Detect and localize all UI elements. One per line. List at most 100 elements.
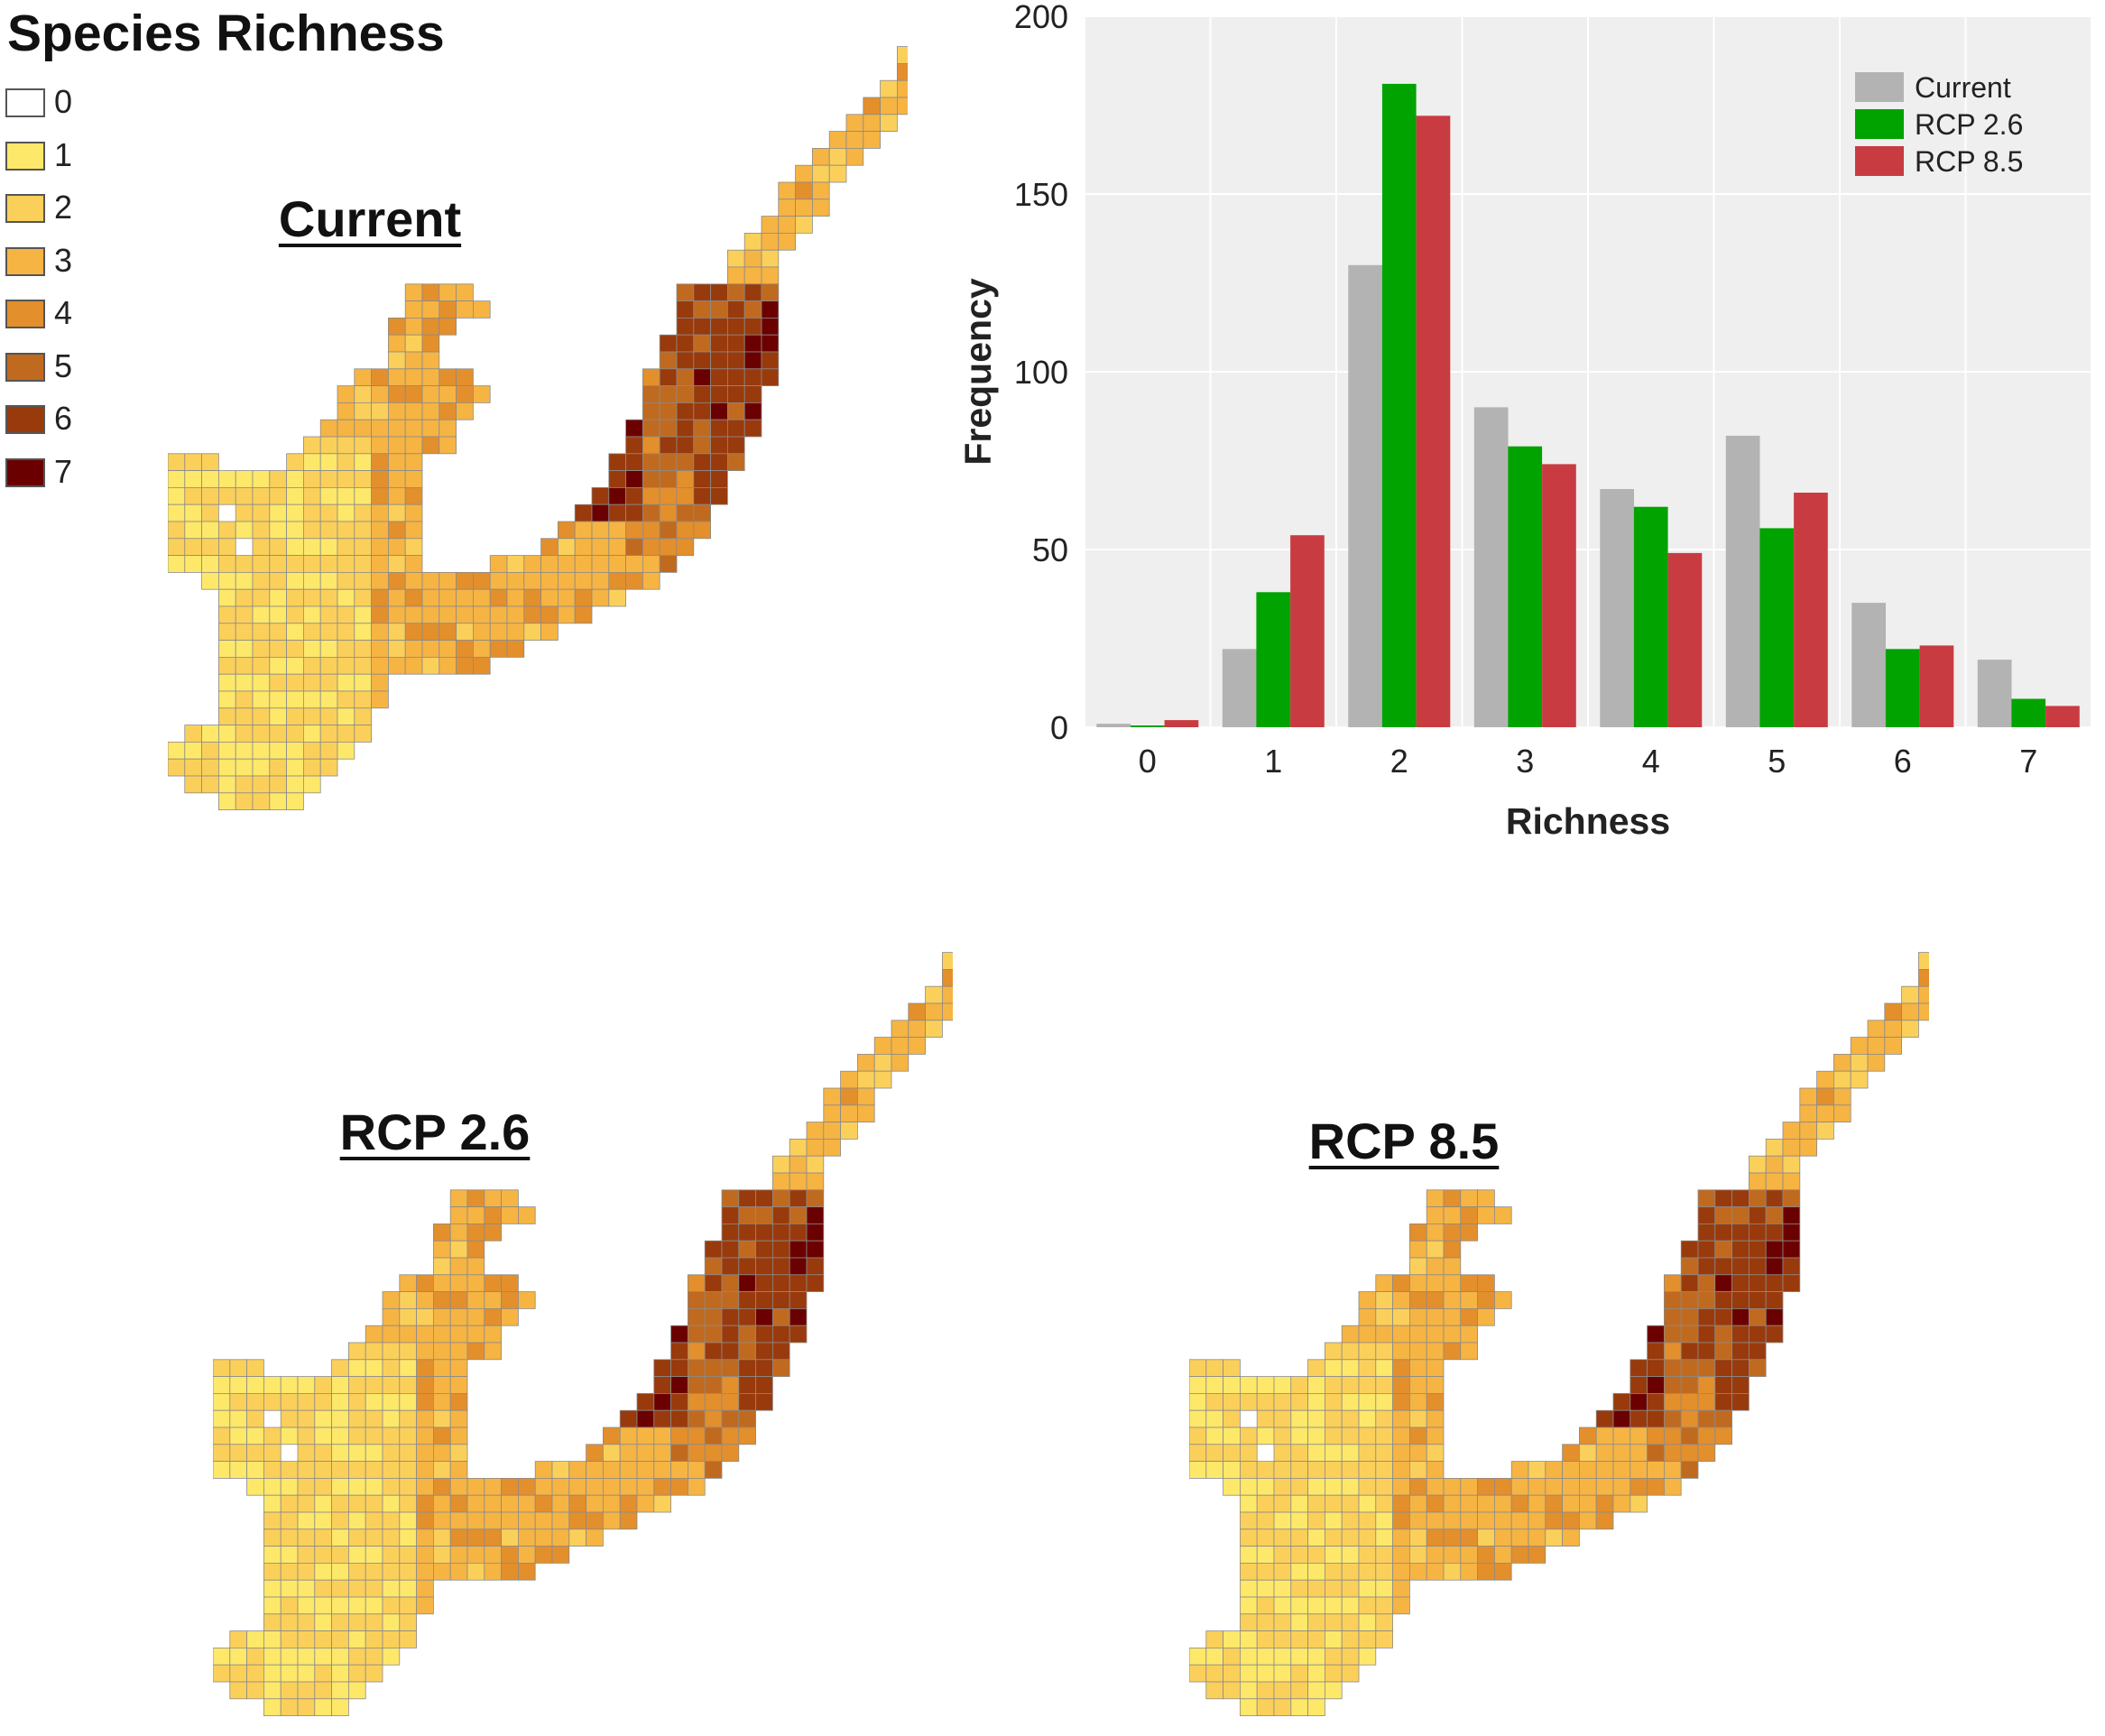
map-cell <box>1240 1461 1258 1479</box>
map-cell <box>1460 1223 1478 1242</box>
map-cell <box>297 1478 316 1496</box>
map-cell <box>1240 1393 1258 1411</box>
map-cell <box>456 588 474 607</box>
map-cell <box>1595 1444 1614 1462</box>
map-cell <box>1578 1444 1597 1462</box>
map-cell <box>246 1409 264 1428</box>
map-cell <box>1324 1461 1343 1479</box>
map-cell <box>421 317 440 336</box>
map-cell <box>1595 1511 1614 1530</box>
map-cell <box>456 368 474 386</box>
map-cell <box>280 1511 299 1530</box>
map-cell <box>1240 1511 1258 1530</box>
map-cell <box>1714 1257 1732 1276</box>
map-cell <box>1324 1494 1343 1513</box>
bar-rcp-2-6-6 <box>1885 649 1920 727</box>
map-cell <box>501 1274 519 1292</box>
map-cell <box>1408 1393 1427 1411</box>
map-cell <box>1426 1461 1445 1479</box>
map-cell <box>1477 1307 1495 1326</box>
map-cell <box>540 605 559 624</box>
map-cell <box>1562 1461 1580 1479</box>
map-cell <box>738 1307 756 1326</box>
map-cell <box>1426 1291 1445 1309</box>
chart-legend-label: Current <box>1915 71 2011 104</box>
map-cell <box>1731 1274 1750 1292</box>
map-cell <box>1697 1359 1716 1377</box>
map-cell <box>721 1206 740 1224</box>
map-cell <box>1714 1240 1732 1259</box>
map-cell <box>314 1664 333 1683</box>
map-cell <box>1358 1494 1377 1513</box>
map-cell <box>1918 969 1929 987</box>
x-tick-label: 6 <box>1894 743 1912 780</box>
map-cell <box>1714 1376 1732 1394</box>
map-cell <box>252 572 271 590</box>
map-cell <box>1240 1376 1258 1394</box>
map-cell <box>1223 1630 1241 1648</box>
map-cell <box>704 1240 723 1259</box>
map-cell <box>738 1274 756 1292</box>
map-cell <box>806 1138 825 1157</box>
map-cell <box>619 1494 638 1513</box>
map-cell <box>432 1359 451 1377</box>
map-cell <box>688 1325 706 1344</box>
map-cell <box>354 487 373 505</box>
map-cell <box>1765 1307 1784 1326</box>
map-cell <box>449 1409 468 1428</box>
legend-entry-3: 3 <box>5 242 114 280</box>
map-cell <box>710 334 728 353</box>
map-cell <box>1290 1613 1309 1631</box>
map-cell <box>1223 1478 1241 1496</box>
map-cell <box>1408 1511 1427 1530</box>
map-cell <box>302 640 321 658</box>
map-cell <box>1290 1681 1309 1700</box>
map-cell <box>642 470 660 488</box>
map-cell <box>1324 1409 1343 1428</box>
map-cell <box>466 1546 485 1564</box>
map-cell <box>568 1528 586 1547</box>
map-cell <box>269 725 288 743</box>
map-cell <box>1510 1511 1529 1530</box>
map-cell <box>1358 1376 1377 1394</box>
map-cell <box>693 351 711 370</box>
map-cell <box>727 351 745 370</box>
map-cell <box>1765 1155 1784 1174</box>
map-cell <box>1477 1206 1495 1224</box>
map-cell <box>387 402 406 420</box>
map-cell <box>1731 1325 1750 1344</box>
map-cell <box>416 1359 434 1377</box>
map-cell <box>297 1511 316 1530</box>
map-cell <box>365 1511 383 1530</box>
map-cell <box>925 985 943 1004</box>
map-cell <box>1408 1409 1427 1428</box>
map-cell <box>840 1087 858 1106</box>
map-cell <box>456 385 474 403</box>
map-cell <box>743 317 762 336</box>
map-cell <box>456 623 474 641</box>
map-cell <box>235 707 254 725</box>
map-cell <box>840 1104 858 1123</box>
map-cell <box>421 640 440 658</box>
map-cell <box>1273 1427 1292 1445</box>
map-cell <box>1510 1494 1529 1513</box>
map-cell <box>314 1444 333 1462</box>
map-cell <box>416 1478 434 1496</box>
map-cell <box>319 538 338 556</box>
map-cell <box>1341 1393 1360 1411</box>
map-cell <box>286 470 304 488</box>
map-cell <box>1273 1596 1292 1615</box>
map-cell <box>743 419 762 438</box>
map-cell <box>229 1427 247 1445</box>
map-cell <box>857 1087 875 1106</box>
map-cell <box>184 742 202 760</box>
map-cell <box>1375 1546 1394 1564</box>
map-cell <box>738 1342 756 1361</box>
map-cell <box>670 1359 688 1377</box>
map-cell <box>235 623 254 641</box>
map-cell <box>591 555 610 573</box>
map-cell <box>772 1240 790 1259</box>
map-cell <box>1528 1528 1546 1547</box>
map-cell <box>1545 1478 1563 1496</box>
map-cell <box>523 623 541 641</box>
